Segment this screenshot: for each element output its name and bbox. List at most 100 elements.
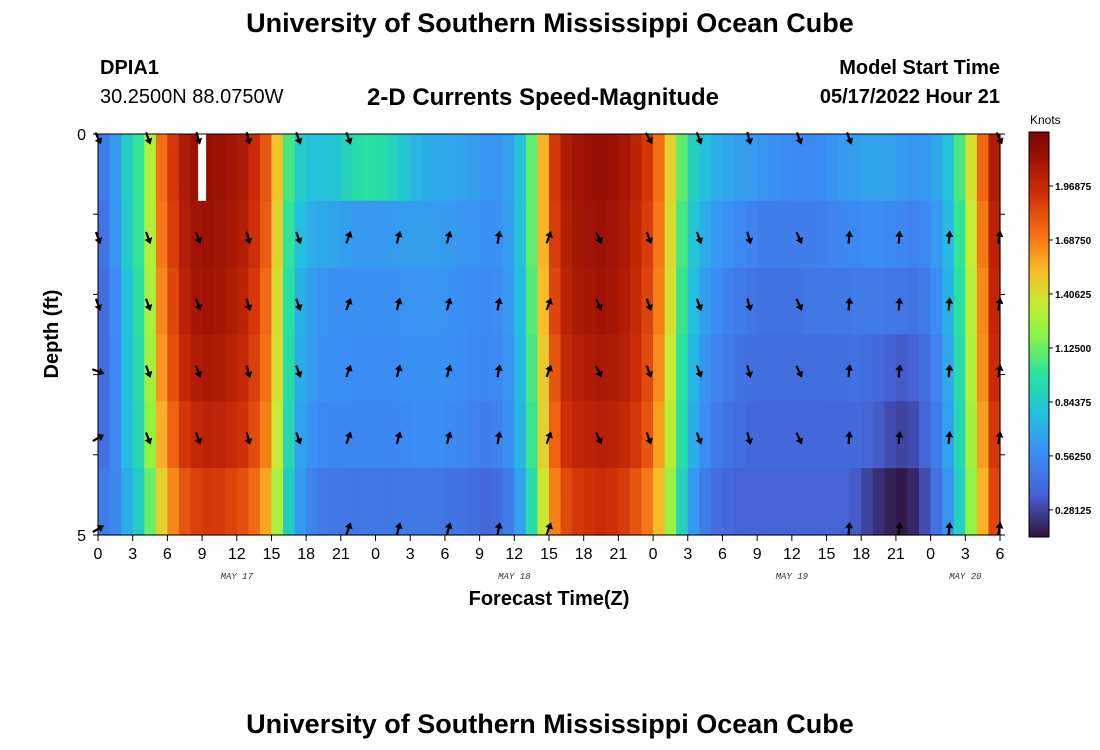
heatmap-cell [109, 200, 122, 269]
heatmap-cell [329, 267, 342, 336]
plot-title: 2-D Currents Speed-Magnitude [367, 84, 720, 111]
heatmap-cell [121, 267, 134, 336]
heatmap-cell [884, 401, 897, 469]
page-title: University of Southern Mississippi Ocean… [246, 8, 854, 38]
x-tick-label: 15 [818, 546, 836, 563]
heatmap-cell [375, 468, 388, 536]
heatmap-cell [433, 468, 446, 536]
heatmap-cell [710, 468, 724, 536]
heatmap-cell [687, 267, 700, 336]
current-arrow [92, 434, 105, 443]
heatmap-cell [167, 267, 180, 336]
heatmap-cell [722, 468, 735, 536]
heatmap-cell [745, 267, 758, 336]
current-arrow [695, 432, 704, 445]
heatmap-cell [618, 401, 631, 469]
current-arrow [645, 298, 653, 311]
heatmap-cell [780, 401, 793, 469]
heatmap-cell [907, 401, 920, 469]
heatmap-cell [225, 134, 238, 202]
x-tick-label: 0 [371, 546, 380, 563]
heatmap-cell [907, 468, 920, 536]
heatmap-cell [838, 200, 851, 269]
heatmap-cell [109, 401, 122, 469]
heatmap-cell [826, 468, 839, 536]
current-arrow [92, 525, 105, 533]
heatmap-cell [618, 334, 631, 402]
heatmap-cell [572, 267, 585, 336]
heatmap-cell [456, 468, 469, 536]
heatmap-cell [248, 468, 261, 536]
current-arrow [795, 298, 804, 311]
current-arrow [144, 298, 153, 311]
heatmap-cell [687, 468, 700, 536]
heatmap-cell [676, 200, 689, 269]
heatmap-cell [606, 401, 619, 469]
heatmap-cell [653, 401, 666, 469]
heatmap-cell [814, 267, 828, 336]
heatmap-cell [872, 468, 885, 536]
missing-data-cell [198, 134, 207, 201]
colorbar-tick-label: 1.96875 [1055, 182, 1092, 193]
heatmap-cell [468, 334, 481, 402]
heatmap-cell [641, 468, 654, 536]
current-arrow [895, 297, 904, 311]
heatmap-cell [687, 401, 700, 469]
heatmap-cell [745, 401, 758, 469]
current-arrow [845, 522, 854, 536]
heatmap-cell [537, 334, 550, 402]
heatmap-cell [861, 468, 874, 536]
missing-data-cells [198, 134, 207, 201]
heatmap-cell [213, 468, 226, 536]
heatmap-cell [514, 267, 527, 336]
heatmap-cell [930, 200, 943, 269]
heatmap-cell [283, 334, 296, 402]
heatmap-cell [953, 468, 966, 536]
heatmap-cell [780, 468, 793, 536]
heatmap-cell [919, 200, 932, 269]
heatmap-cell [144, 401, 157, 469]
colorbar-tick-label: 1.40625 [1055, 290, 1092, 301]
heatmap-cell [317, 267, 330, 336]
heatmap-cell [803, 468, 816, 536]
x-tick-label: 3 [406, 546, 415, 563]
heatmap-cell [421, 468, 434, 536]
heatmap-cell [722, 134, 735, 202]
heatmap-cell [872, 200, 885, 269]
heatmap-cell [525, 200, 539, 269]
heatmap-cell [514, 401, 527, 469]
heatmap-cell [317, 468, 330, 536]
heatmap-cell [699, 200, 712, 269]
heatmap-cell [375, 267, 388, 336]
current-arrow [895, 522, 904, 536]
heatmap-cell [202, 401, 215, 469]
heatmap-cell [283, 267, 296, 336]
heatmap-cell [745, 134, 758, 202]
heatmap-cell [537, 134, 550, 202]
heatmap-cell [444, 134, 458, 202]
heatmap-cell [583, 200, 596, 269]
date-label: MAY 18 [498, 572, 531, 582]
heatmap-cell [618, 134, 631, 202]
current-arrow [344, 297, 353, 311]
heatmap-cell [629, 200, 643, 269]
colorbar-tick-label: 1.68750 [1055, 236, 1092, 247]
heatmap-cell [410, 334, 423, 402]
heatmap-cell [213, 200, 226, 269]
heatmap-cell [456, 134, 469, 202]
heatmap-cell [537, 200, 550, 269]
heatmap-cell [155, 134, 168, 202]
heatmap-cell [988, 267, 1001, 336]
heatmap-cell [132, 334, 145, 402]
heatmap-cell [178, 401, 192, 469]
heatmap-cell [976, 468, 990, 536]
heatmap-cell [965, 334, 978, 402]
heatmap-cell [699, 134, 712, 202]
heatmap-cell [803, 200, 816, 269]
heatmap-cell [629, 134, 643, 202]
x-tick-label: 21 [332, 546, 350, 563]
heatmap-cell [363, 334, 377, 402]
heatmap-cell [653, 334, 666, 402]
current-arrow [144, 231, 153, 245]
current-arrow [645, 231, 653, 245]
